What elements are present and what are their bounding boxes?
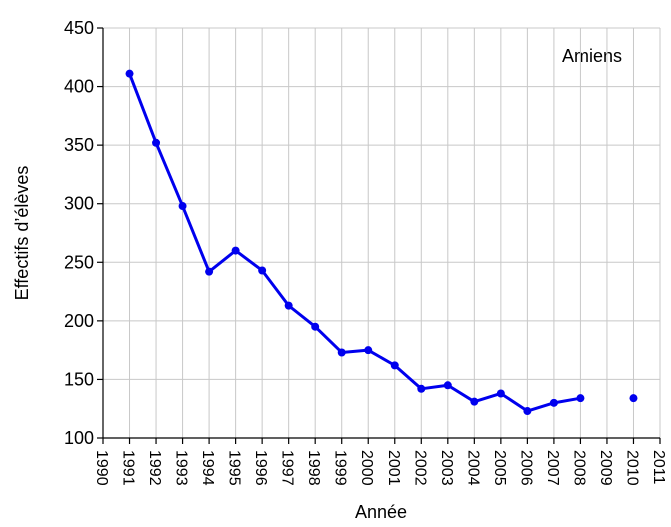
y-tick-label: 250	[64, 252, 94, 272]
point	[390, 361, 399, 370]
x-tick-label: 2004	[464, 450, 481, 486]
x-tick-label: 2009	[597, 450, 614, 486]
y-axis-label: Effectifs d’élèves	[12, 166, 32, 301]
x-tick-label: 1992	[146, 450, 163, 486]
point	[576, 394, 585, 403]
point	[337, 348, 346, 357]
point	[311, 322, 320, 331]
x-tick-label: 2011	[650, 450, 667, 485]
point	[523, 407, 532, 416]
x-tick-label: 1995	[226, 450, 243, 486]
x-tick-label: 1998	[305, 450, 322, 486]
x-tick-label: 2001	[385, 450, 402, 486]
point	[443, 381, 452, 390]
y-tick-label: 200	[64, 311, 94, 331]
y-tick-label: 100	[64, 428, 94, 448]
y-tick-label: 400	[64, 77, 94, 97]
x-tick-label: 2005	[491, 450, 508, 486]
x-tick-label: 1997	[279, 450, 296, 486]
x-tick-label: 2003	[438, 450, 455, 486]
x-axis-label: Année	[355, 502, 407, 522]
x-tick-label: 1991	[120, 450, 137, 486]
x-tick-label: 1996	[252, 450, 269, 486]
point	[629, 394, 638, 403]
y-tick-label: 350	[64, 135, 94, 155]
x-tick-label: 1990	[93, 450, 110, 486]
point	[231, 246, 240, 255]
x-tick-label: 2000	[358, 450, 375, 486]
line	[130, 74, 634, 411]
x-tick-label: 1994	[199, 450, 216, 486]
point	[125, 69, 134, 78]
y-tick-label: 150	[64, 369, 94, 389]
point	[205, 267, 214, 276]
y-tick-label: 300	[64, 194, 94, 214]
x-tick-label: 1999	[332, 450, 349, 486]
point	[152, 138, 161, 147]
point	[258, 266, 267, 275]
x-tick-label: 2002	[411, 450, 428, 486]
x-tick-label: 2010	[623, 450, 640, 486]
y-tick-label: 450	[64, 18, 94, 38]
x-tick-label: 2008	[570, 450, 587, 486]
x-tick-label: 1993	[173, 450, 190, 486]
point	[496, 389, 505, 398]
point	[284, 301, 293, 310]
x-tick-label: 2006	[517, 450, 534, 486]
point	[470, 397, 479, 406]
point	[549, 398, 558, 407]
point	[417, 384, 426, 393]
annotation: Amiens	[562, 46, 622, 66]
point	[178, 202, 187, 211]
point	[364, 346, 373, 355]
x-tick-label: 2007	[544, 450, 561, 486]
